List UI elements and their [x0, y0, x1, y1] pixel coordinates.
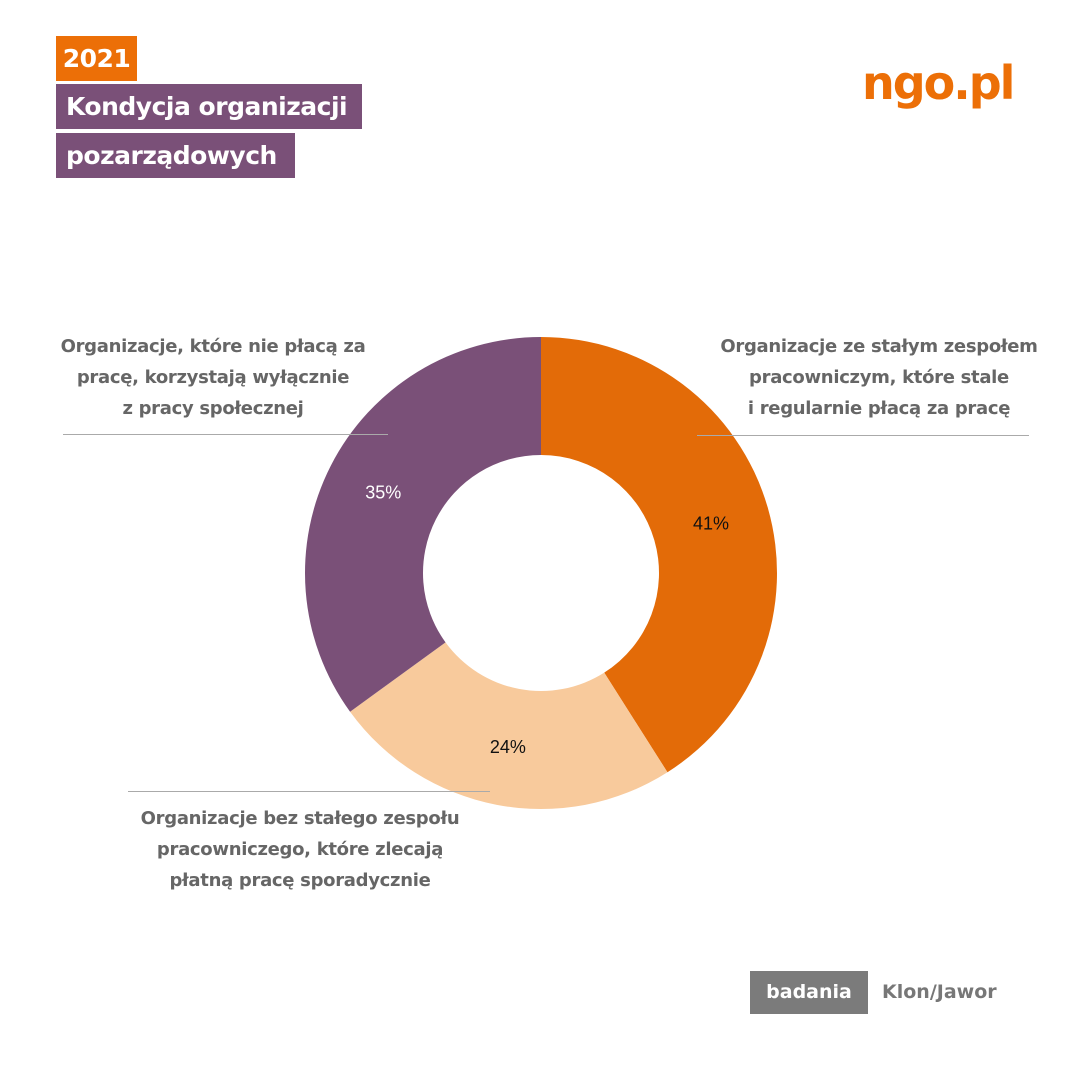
slice-unpaid	[304, 337, 541, 712]
label-line: z pracy społecznej	[122, 398, 304, 419]
ngo-logo: ngo.pl	[862, 56, 1015, 110]
label-line: pracowniczym, które stale	[749, 367, 1009, 388]
leader-line	[63, 434, 388, 435]
research-badge: badania	[750, 971, 868, 1014]
label-line: i regularnie płacą za pracę	[747, 398, 1011, 419]
title-line-2: pozarządowych	[56, 133, 295, 178]
legend-label-unpaid: Organizacje, które nie płacą za pracę, k…	[40, 331, 386, 424]
label-line: pracę, korzystają wyłącznie	[76, 367, 350, 388]
data-label: 35%	[365, 483, 401, 503]
label-line: Organizacje ze stałym zespołem	[720, 336, 1038, 357]
legend-label-paid-regular: Organizacje ze stałym zespołem pracownic…	[700, 331, 1058, 424]
title-line-1: Kondycja organizacji	[56, 84, 362, 129]
label-line: Organizacje, które nie płacą za	[60, 336, 366, 357]
slice-paid-sporadic	[350, 642, 668, 809]
slice-paid-regular	[541, 337, 778, 773]
label-line: Organizacje bez stałego zespołu	[140, 808, 460, 829]
label-line: płatną pracę sporadycznie	[169, 870, 431, 891]
legend-label-paid-sporadic: Organizacje bez stałego zespołu pracowni…	[110, 803, 490, 896]
label-line: pracowniczego, które zlecają	[156, 839, 444, 860]
data-label: 41%	[693, 514, 729, 534]
leader-line	[697, 435, 1029, 436]
year-badge: 2021	[56, 36, 137, 81]
source-label: Klon/Jawor	[882, 981, 997, 1003]
data-label: 24%	[490, 737, 526, 757]
leader-line	[128, 791, 490, 792]
